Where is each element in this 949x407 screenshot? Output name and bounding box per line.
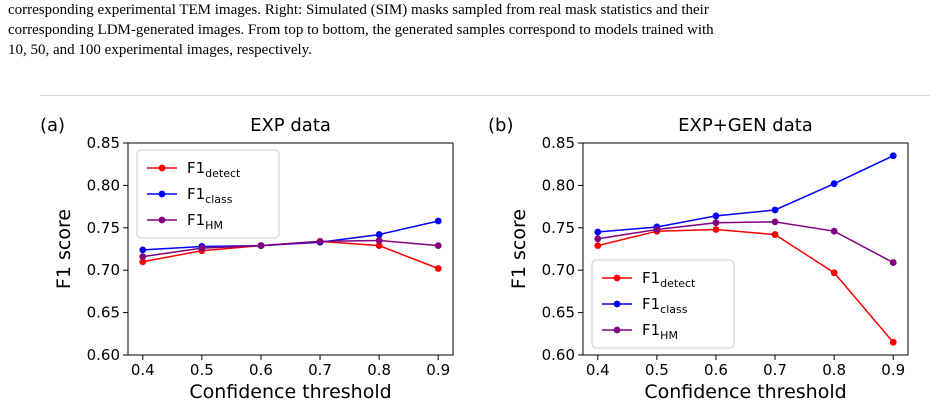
panel-label: (b) xyxy=(488,115,513,136)
data-point-detect xyxy=(712,226,720,233)
legend-marker xyxy=(613,326,621,334)
data-point-hm xyxy=(594,235,602,243)
series-line-class xyxy=(597,155,894,233)
y-tick-label: 0.85 xyxy=(87,134,120,152)
data-point-hm xyxy=(434,242,442,250)
chart-title: EXP+GEN data xyxy=(678,115,813,136)
data-point-detect xyxy=(830,269,838,277)
data-point-class xyxy=(375,231,383,238)
y-tick-label: 0.75 xyxy=(542,219,575,237)
x-tick-label: 0.8 xyxy=(822,361,846,379)
chart-panel-a: (a) EXP data 0.60 0.65 0.70 0.75 0.80 0.85 0.4 0.… xyxy=(40,115,454,403)
caption-line-3: 10, 50, and 100 experimental images, res… xyxy=(8,42,312,58)
x-tick-label: 0.7 xyxy=(763,361,787,379)
panel-label: (a) xyxy=(40,115,65,136)
series-line-detect xyxy=(142,240,439,270)
x-axis-label: Confidence threshold xyxy=(189,381,391,403)
data-point-hm xyxy=(712,219,720,227)
data-point-hm xyxy=(375,237,383,244)
data-point-class xyxy=(889,152,897,160)
chart-title: EXP data xyxy=(250,115,331,136)
y-tick-label: 0.70 xyxy=(542,261,575,279)
y-tick-label: 0.80 xyxy=(542,176,575,194)
legend-marker xyxy=(158,164,166,172)
x-tick-label: 0.6 xyxy=(249,361,273,379)
x-tick-label: 0.5 xyxy=(645,361,669,379)
legend: F1detect F1class F1HM xyxy=(591,259,735,349)
x-tick-label: 0.9 xyxy=(426,361,450,379)
legend-box xyxy=(591,259,735,349)
data-point-hm xyxy=(771,218,779,226)
legend-entry-class: F1class xyxy=(187,185,233,206)
data-point-hm xyxy=(139,253,147,261)
plot-frame xyxy=(582,142,909,356)
y-tick-label: 0.65 xyxy=(542,304,575,322)
y-axis-label: F1 score xyxy=(53,209,75,289)
data-point-class xyxy=(771,206,779,214)
legend-entry-detect: F1detect xyxy=(642,269,696,290)
y-axis-label: F1 score xyxy=(508,209,530,289)
data-point-hm xyxy=(316,237,324,245)
data-point-detect xyxy=(771,231,779,238)
data-point-detect xyxy=(889,338,897,346)
legend-marker xyxy=(158,216,166,224)
x-tick-label: 0.9 xyxy=(881,361,905,379)
x-tick-label: 0.8 xyxy=(367,361,391,379)
y-tick-label: 0.70 xyxy=(87,261,120,279)
legend-entry-hm: F1HM xyxy=(642,321,678,342)
series-line-hm xyxy=(597,221,894,264)
caption-line-1: corresponding experimental TEM images. R… xyxy=(8,2,709,18)
data-point-hm xyxy=(889,259,897,266)
y-tick-label: 0.80 xyxy=(87,176,120,194)
x-tick-label: 0.6 xyxy=(704,361,728,379)
data-point-hm xyxy=(198,244,206,252)
legend-entry-detect: F1detect xyxy=(187,159,241,180)
legend: F1detect F1class F1HM xyxy=(136,149,280,239)
x-tick-label: 0.4 xyxy=(131,361,155,379)
y-tick-label: 0.85 xyxy=(542,134,575,152)
legend-marker xyxy=(613,300,621,308)
y-tick-label: 0.60 xyxy=(542,346,575,364)
x-axis-label: Confidence threshold xyxy=(644,381,846,403)
data-point-hm xyxy=(653,226,661,233)
section-divider xyxy=(40,95,930,96)
data-point-detect xyxy=(139,258,147,266)
data-point-class xyxy=(139,246,147,254)
data-point-hm xyxy=(830,227,838,235)
data-point-class xyxy=(434,217,442,225)
y-tick-label: 0.60 xyxy=(87,346,120,364)
data-point-class xyxy=(830,180,838,188)
x-tick-label: 0.4 xyxy=(586,361,610,379)
series-line-detect xyxy=(597,228,894,343)
data-point-detect xyxy=(434,265,442,272)
x-tick-label: 0.7 xyxy=(308,361,332,379)
y-tick-label: 0.65 xyxy=(87,304,120,322)
series-line-hm xyxy=(142,239,439,258)
legend-entry-class: F1class xyxy=(642,295,688,316)
data-point-hm xyxy=(257,242,265,250)
data-point-class xyxy=(712,212,720,220)
data-point-detect xyxy=(594,242,602,250)
legend-marker xyxy=(613,274,621,282)
x-tick-label: 0.5 xyxy=(190,361,214,379)
chart-panel-b: (b) EXP+GEN data 0.60 0.65 0.70 0.75 0.80 0.85 0… xyxy=(488,115,909,403)
legend-entry-hm: F1HM xyxy=(187,211,223,232)
data-point-detect xyxy=(375,242,383,250)
caption-line-2: corresponding LDM-generated images. From… xyxy=(8,22,714,38)
plot-frame xyxy=(127,142,454,356)
legend-marker xyxy=(158,190,166,198)
legend-box xyxy=(136,149,280,239)
figure-caption: corresponding experimental TEM images. R… xyxy=(8,0,943,60)
data-point-class xyxy=(594,228,602,236)
y-tick-label: 0.75 xyxy=(87,219,120,237)
